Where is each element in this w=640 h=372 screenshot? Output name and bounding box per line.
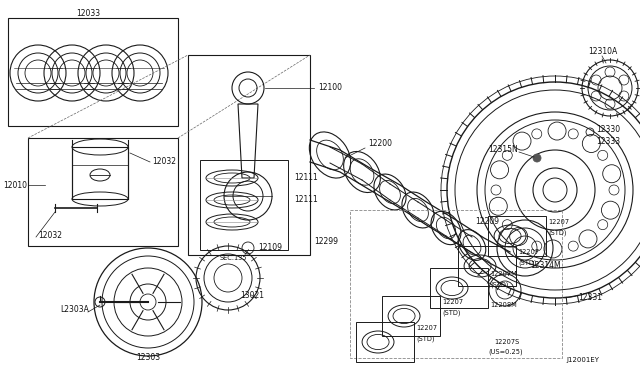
Bar (8, 18, 178, 126)
Text: 12207: 12207 (442, 299, 463, 305)
Text: 12207: 12207 (416, 325, 437, 331)
Text: 12207: 12207 (518, 249, 539, 255)
Text: (STD): (STD) (518, 260, 536, 266)
Circle shape (533, 154, 541, 162)
Text: 12032: 12032 (152, 157, 176, 167)
Bar (430, 268, 488, 308)
Text: 12333: 12333 (596, 138, 620, 147)
Text: (STD): (STD) (416, 336, 435, 342)
Text: J12001EY: J12001EY (566, 357, 599, 363)
Text: (STD): (STD) (548, 230, 566, 236)
Bar (200, 160, 288, 250)
Text: 12209: 12209 (475, 218, 499, 227)
Bar (28, 138, 178, 246)
Text: 12032: 12032 (38, 231, 62, 240)
Text: 12207: 12207 (548, 219, 569, 225)
Text: SEC.135: SEC.135 (220, 255, 248, 261)
Text: 13021: 13021 (240, 291, 264, 299)
Text: 12330: 12330 (596, 125, 620, 135)
Text: 12331: 12331 (578, 292, 602, 301)
Text: 12111: 12111 (294, 173, 317, 183)
Text: (STD): (STD) (442, 310, 461, 316)
Text: 12314M: 12314M (530, 260, 561, 269)
Text: 12111: 12111 (294, 196, 317, 205)
Text: (US=0.25): (US=0.25) (488, 349, 523, 355)
Text: 12299: 12299 (314, 237, 338, 247)
Text: (STD): (STD) (490, 282, 509, 288)
Bar (356, 322, 414, 362)
Text: 12010: 12010 (3, 180, 27, 189)
Text: 12208M: 12208M (490, 302, 516, 308)
Text: L2303A: L2303A (60, 305, 89, 314)
Bar (488, 216, 546, 256)
Text: 12303: 12303 (136, 353, 160, 362)
Bar (72, 147, 128, 199)
Text: 12207S: 12207S (494, 339, 519, 345)
Text: 12310A: 12310A (588, 48, 617, 57)
Text: 12033: 12033 (76, 9, 100, 17)
Text: 12100: 12100 (318, 83, 342, 93)
Bar (350, 210, 562, 358)
Text: 12315N: 12315N (488, 145, 518, 154)
Text: 12200: 12200 (368, 138, 392, 148)
Bar (188, 55, 310, 255)
Text: 12109: 12109 (258, 244, 282, 253)
Bar (382, 296, 440, 336)
Bar (458, 246, 516, 286)
Text: 12207M: 12207M (490, 271, 516, 277)
